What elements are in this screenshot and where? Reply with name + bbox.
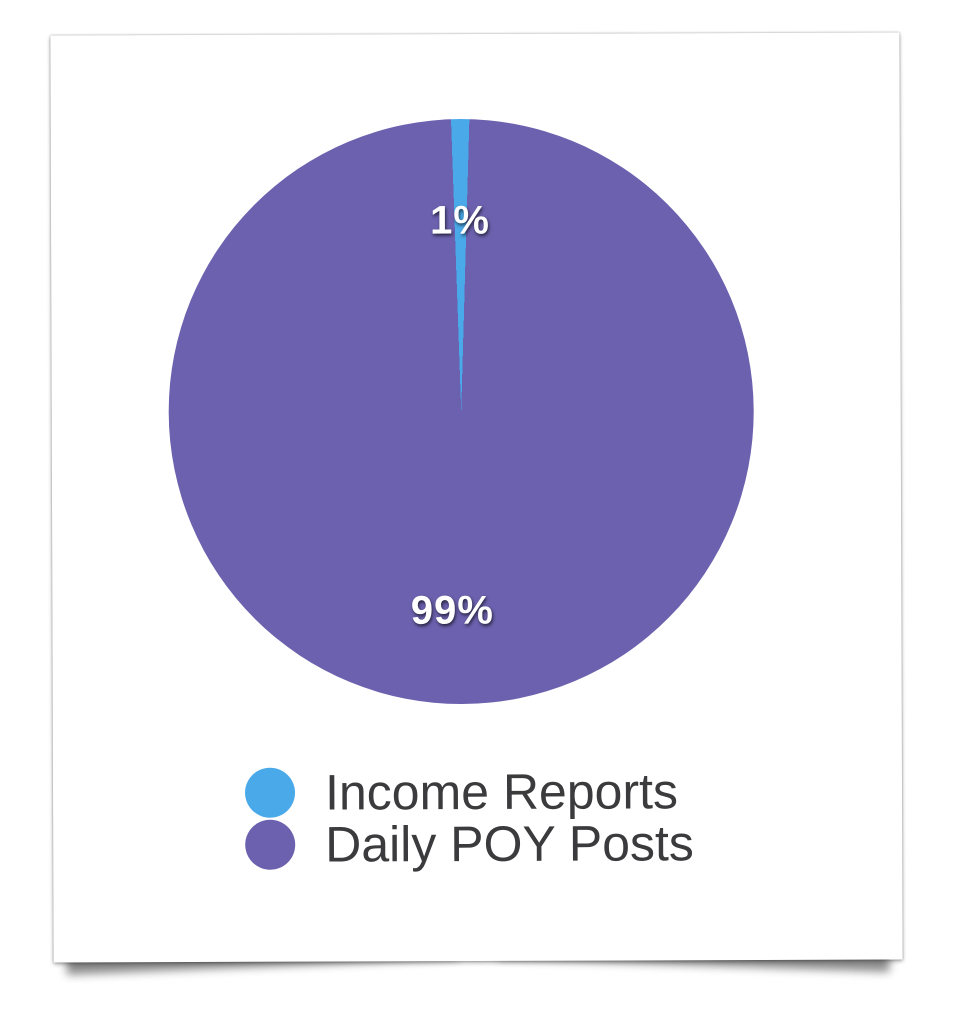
legend-item-daily-poy-posts: Daily POY Posts [245, 815, 694, 873]
slice-label-income-reports: 1% [430, 198, 491, 243]
chart-card: 1% 99% Income Reports Daily POY Posts [50, 32, 903, 963]
pie-area: 1% 99% [167, 118, 755, 706]
legend-label-daily-poy-posts: Daily POY Posts [325, 815, 694, 873]
slice-label-daily-poy-posts: 99% [410, 588, 495, 633]
legend-item-income-reports: Income Reports [244, 763, 694, 821]
chart-legend: Income Reports Daily POY Posts [244, 763, 694, 873]
chart-card-wrapper: 1% 99% Income Reports Daily POY Posts [50, 32, 903, 963]
legend-swatch-daily-poy-posts [245, 819, 296, 870]
legend-label-income-reports: Income Reports [324, 763, 679, 821]
legend-swatch-income-reports [244, 767, 296, 818]
